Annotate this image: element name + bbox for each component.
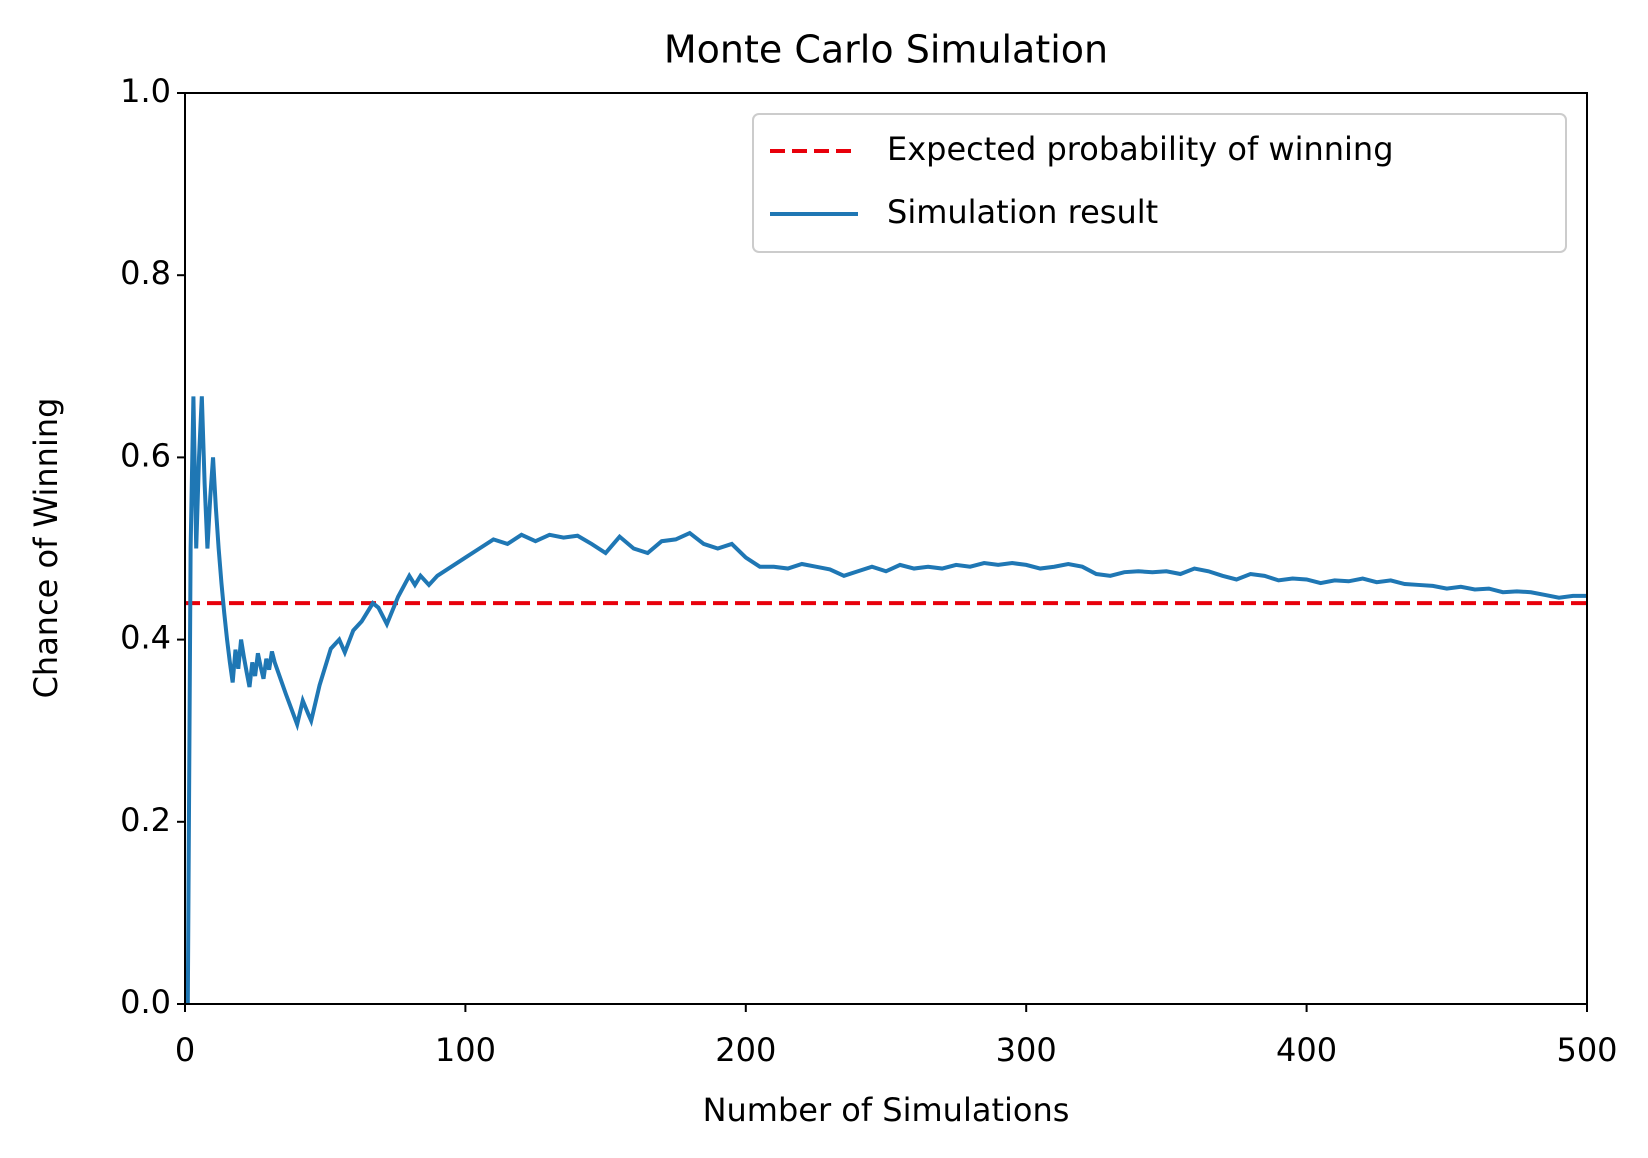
y-tick-label: 0.0 — [120, 983, 171, 1021]
x-tick-label: 300 — [996, 1031, 1057, 1069]
legend-label: Simulation result — [887, 193, 1158, 231]
x-tick-label: 500 — [1556, 1031, 1617, 1069]
y-tick-label: 0.4 — [120, 619, 171, 657]
y-tick-label: 0.6 — [120, 436, 171, 474]
x-tick-label: 400 — [1276, 1031, 1337, 1069]
legend: Expected probability of winning Simulatio… — [752, 113, 1567, 253]
plot-frame — [184, 92, 1588, 1005]
series-line — [185, 396, 1587, 1004]
y-tick-label: 1.0 — [120, 72, 171, 110]
chart-title: Monte Carlo Simulation — [664, 28, 1108, 72]
x-tick-label: 0 — [175, 1031, 195, 1069]
y-tick-label: 0.2 — [120, 801, 171, 839]
x-tick-label: 200 — [715, 1031, 776, 1069]
legend-label: Expected probability of winning — [887, 130, 1394, 168]
y-axis-label: Chance of Winning — [27, 398, 65, 699]
legend-box — [752, 113, 1567, 253]
x-axis-label: Number of Simulations — [703, 1091, 1070, 1129]
y-tick-label: 0.8 — [120, 254, 171, 292]
x-tick-label: 100 — [435, 1031, 496, 1069]
